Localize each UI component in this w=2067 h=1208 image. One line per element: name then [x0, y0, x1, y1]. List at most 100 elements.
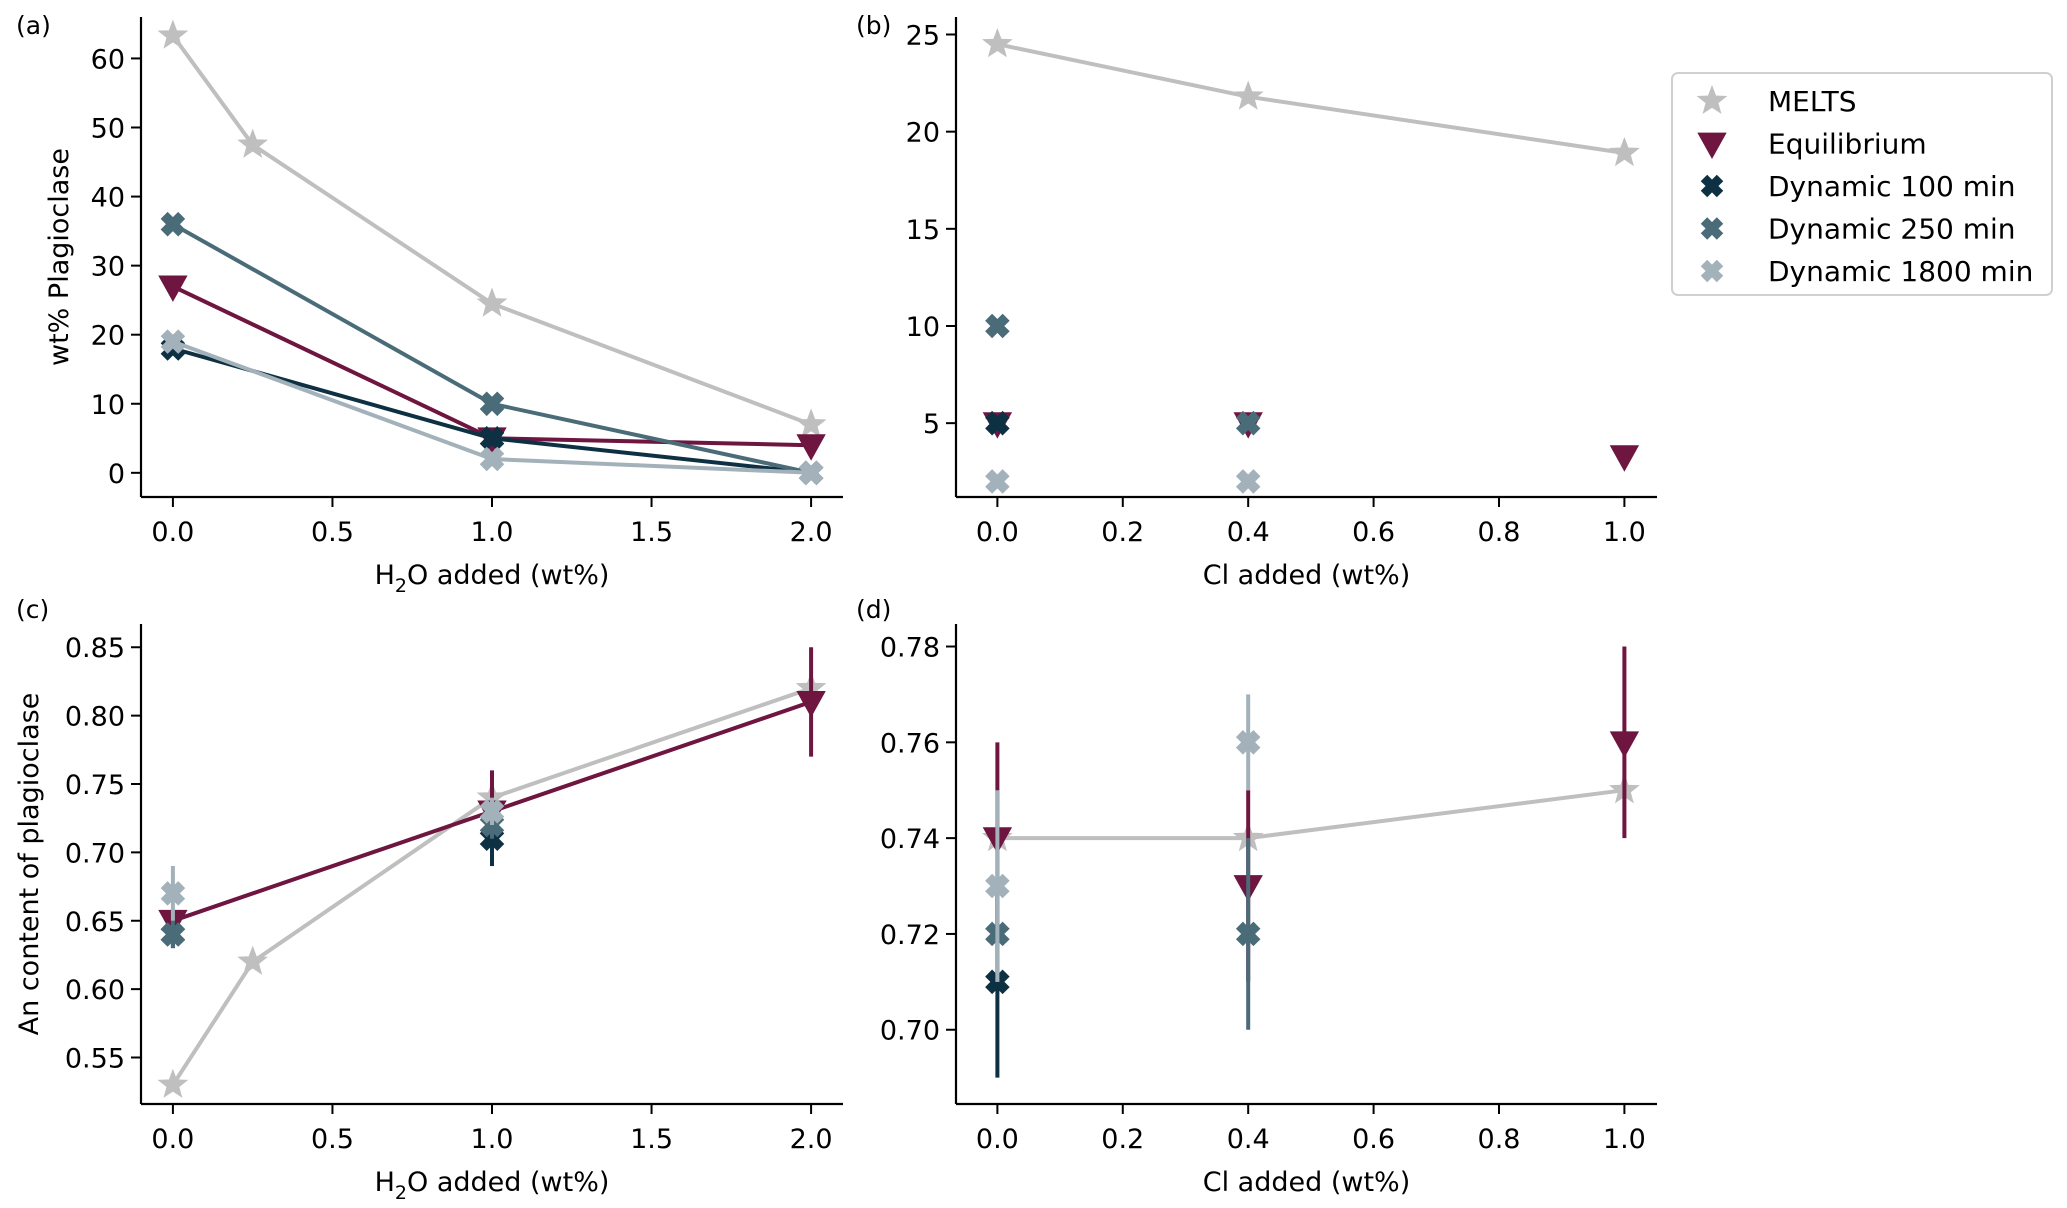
data-point-dynamic-1800-min	[160, 881, 186, 906]
data-point-equilibrium	[1609, 445, 1640, 472]
y-tick-label: 15	[906, 215, 940, 246]
series-dynamic-250-min	[160, 811, 505, 949]
x-tick-label: 0.6	[1352, 517, 1395, 548]
data-point-dynamic-250-min	[479, 391, 505, 417]
dynamic-250-min-marker-icon	[1700, 217, 1724, 240]
data-point-melts	[237, 128, 268, 158]
y-tick-label: 0.72	[880, 920, 940, 951]
series-dynamic-1800-min	[985, 694, 1261, 982]
x-tick-label: 0.0	[976, 1124, 1019, 1155]
x-tick-label: 1.5	[630, 517, 673, 548]
x-tick-label: 1.0	[471, 1124, 514, 1155]
y-tick-label: 30	[91, 252, 125, 283]
y-tick-label: 0.75	[65, 770, 125, 801]
y-tick-label: 0.78	[880, 633, 940, 664]
x-axis-title-subscript: 2	[395, 575, 407, 597]
legend-label: Dynamic 250 min	[1768, 213, 2016, 246]
x-tick-label: 2.0	[790, 517, 833, 548]
data-point-melts	[1609, 136, 1640, 167]
equilibrium-marker-icon	[1697, 132, 1727, 160]
data-point-dynamic-250-min	[160, 211, 186, 237]
data-point-dynamic-250-min	[1235, 921, 1261, 947]
x-tick-label: 0.0	[976, 517, 1019, 548]
y-tick-label: 0	[108, 459, 125, 490]
x-tick-label: 0.8	[1478, 517, 1521, 548]
series-line	[171, 34, 812, 427]
y-tick-label: 0.76	[880, 728, 940, 759]
legend-label: Dynamic 1800 min	[1768, 255, 2033, 288]
x-axis-title: Cl added (wt%)	[1203, 560, 1410, 591]
legend-item-dynamic-250-min: Dynamic 250 min	[1700, 213, 2016, 246]
data-point-melts	[237, 945, 268, 975]
series-equilibrium	[982, 646, 1640, 982]
plot-area	[982, 28, 1640, 494]
x-axis-title-part: O added (wt%)	[407, 560, 609, 591]
y-tick-label: 60	[91, 44, 125, 75]
x-tick-label: 2.0	[790, 1124, 833, 1155]
data-point-melts	[1232, 80, 1264, 110]
x-tick-label: 0.5	[311, 517, 354, 548]
dynamic-1800-min-marker-icon	[1700, 259, 1724, 283]
data-point-dynamic-1800-min	[798, 460, 824, 486]
x-axis-title-subscript: 2	[395, 1182, 407, 1204]
series-melts	[982, 774, 1640, 852]
y-tick-label: 0.55	[65, 1044, 125, 1075]
x-axis-title: H2O added (wt%)	[375, 1167, 610, 1204]
x-tick-label: 0.4	[1227, 517, 1270, 548]
y-tick-label: 0.85	[65, 633, 125, 664]
legend-item-melts: MELTS	[1696, 84, 1856, 118]
legend: MELTS Equilibrium Dynamic 100 min Dynamic 2…	[1671, 72, 2053, 296]
x-tick-label: 1.0	[471, 517, 514, 548]
data-point-melts	[982, 28, 1013, 58]
series-equilibrium	[158, 647, 826, 937]
x-tick-label: 0.0	[151, 517, 194, 548]
legend-label: Equilibrium	[1768, 128, 1927, 161]
x-tick-label: 0.5	[311, 1124, 354, 1155]
legend-label: Dynamic 100 min	[1768, 170, 2016, 203]
x-tick-label: 0.6	[1352, 1124, 1395, 1155]
data-point-dynamic-1800-min	[160, 329, 186, 354]
x-axis-title: H2O added (wt%)	[375, 560, 610, 597]
x-tick-label: 1.0	[1603, 1124, 1646, 1155]
x-tick-label: 0.4	[1227, 1124, 1270, 1155]
data-point-dynamic-100-min	[985, 410, 1010, 436]
x-tick-label: 0.2	[1101, 517, 1144, 548]
data-point-dynamic-250-min	[1235, 410, 1261, 436]
x-tick-label: 0.2	[1101, 1124, 1144, 1155]
series-equilibrium	[982, 412, 1640, 472]
x-axis-title-part: O added (wt%)	[407, 1167, 609, 1198]
y-tick-label: 5	[923, 409, 940, 440]
plot-area	[157, 19, 827, 486]
x-tick-label: 1.0	[1603, 517, 1646, 548]
data-point-dynamic-1800-min	[985, 469, 1010, 494]
series-dynamic-1800-min	[160, 329, 824, 486]
panel-label: (a)	[16, 11, 51, 40]
x-axis-title: Cl added (wt%)	[1203, 1167, 1410, 1198]
data-point-melts	[157, 19, 189, 49]
data-point-melts	[795, 408, 827, 438]
y-tick-label: 0.80	[65, 702, 125, 733]
series-dynamic-100-min	[985, 410, 1010, 436]
x-tick-label: 0.8	[1478, 1124, 1521, 1155]
y-tick-label: 0.70	[880, 1016, 940, 1047]
series-melts	[157, 672, 827, 1098]
y-axis-title: wt% Plagioclase	[44, 148, 75, 366]
y-tick-label: 40	[91, 183, 125, 214]
series-melts	[157, 19, 827, 438]
legend-frame	[1671, 72, 2053, 296]
data-point-dynamic-1800-min	[1235, 469, 1261, 494]
series-dynamic-1800-min	[160, 797, 505, 921]
panel-a: (a) 0.0 0.5 1.0 1.5 2.0 0 10 20 30 40 50 60 H2O added…	[16, 11, 843, 597]
x-tick-label: 0.0	[151, 1124, 194, 1155]
series-dynamic-250-min	[985, 838, 1261, 1030]
legend-item-dynamic-1800-min: Dynamic 1800 min	[1700, 255, 2033, 288]
data-point-equilibrium	[796, 691, 826, 718]
data-point-melts	[157, 1068, 189, 1098]
legend-label: MELTS	[1768, 85, 1856, 118]
y-tick-label: 0.74	[880, 824, 940, 855]
y-axis-title: An content of plagioclase	[14, 693, 45, 1036]
x-axis-title-part: H	[375, 560, 395, 591]
panel-b: (b) 0.0 0.2 0.4 0.6 0.8 1.0 5 10 15 20 25 Cl added (…	[856, 11, 1657, 591]
y-tick-label: 50	[91, 114, 125, 145]
